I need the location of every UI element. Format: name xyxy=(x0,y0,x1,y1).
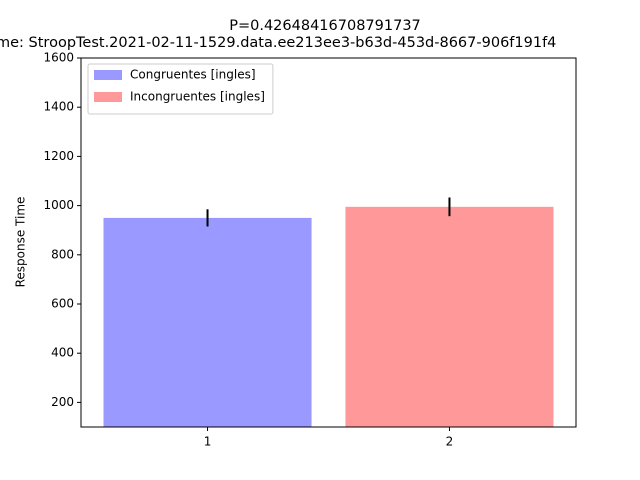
chart-title: P=0.42648416708791737 xyxy=(229,18,421,34)
y-axis-label: Response Time xyxy=(14,197,28,288)
legend: Congruentes [ingles] Incongruentes [ingle… xyxy=(87,63,274,115)
y-tick-label: 1400 xyxy=(43,100,74,114)
plot-frame xyxy=(80,57,577,428)
bar xyxy=(103,217,312,427)
y-tick-label: 1600 xyxy=(43,51,74,65)
x-tick-label: 1 xyxy=(204,435,212,449)
x-tick-label: 2 xyxy=(446,435,454,449)
y-tick-label: 400 xyxy=(51,346,74,360)
bar xyxy=(345,206,554,427)
legend-swatch xyxy=(94,70,122,80)
y-tick-label: 600 xyxy=(51,297,74,311)
y-tick-label: 200 xyxy=(51,395,74,409)
legend-swatch xyxy=(94,92,122,102)
legend-label: Congruentes [ingles] xyxy=(130,68,256,82)
y-tick-label: 1200 xyxy=(43,149,74,163)
y-tick-label: 800 xyxy=(51,247,74,261)
legend-label: Incongruentes [ingles] xyxy=(130,90,265,104)
legend-box xyxy=(87,63,274,115)
y-tick-label: 1000 xyxy=(43,198,74,212)
chart-subtitle: me: StroopTest.2021-02-11-1529.data.ee21… xyxy=(0,35,556,51)
